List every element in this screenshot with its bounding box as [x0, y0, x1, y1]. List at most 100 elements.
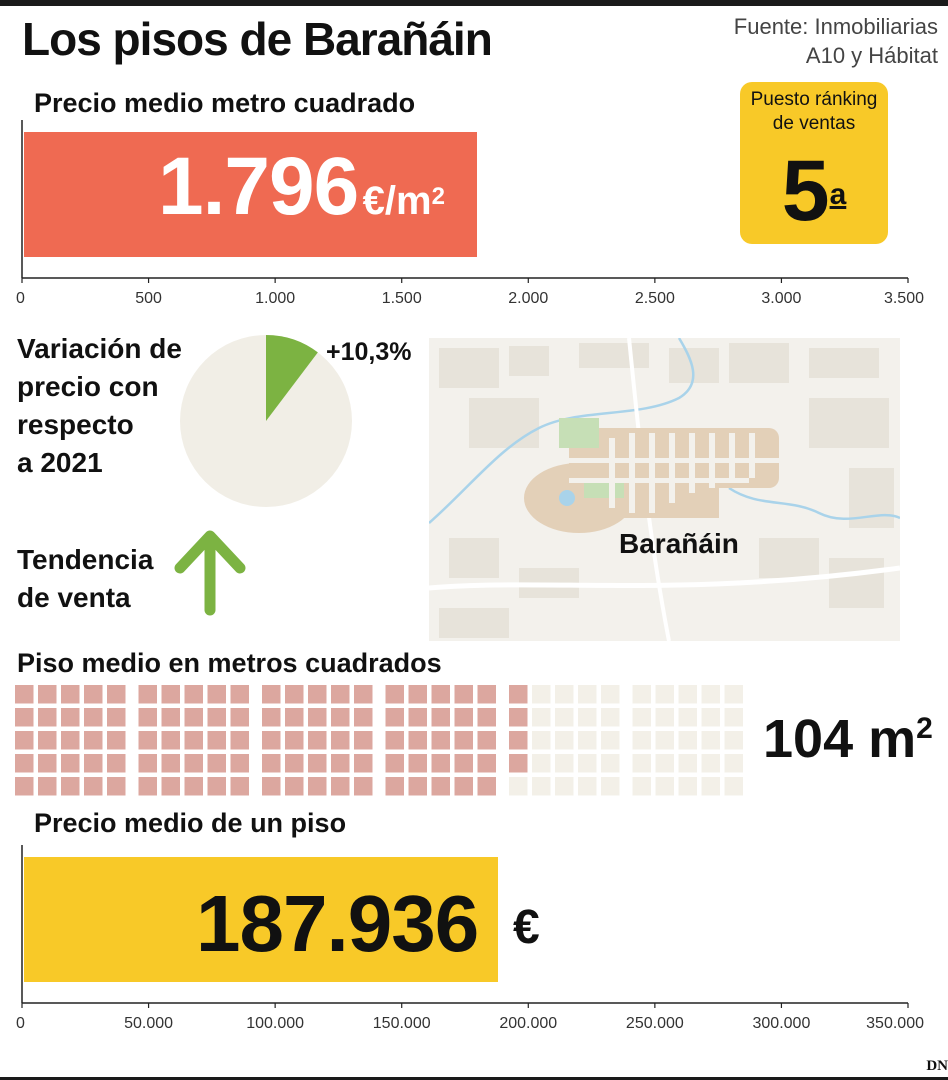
axis-tick-label: 250.000 [626, 1015, 684, 1032]
variation-label-line: Variación de [17, 333, 182, 364]
axis-tick-label: 3.000 [761, 290, 801, 307]
waffle-square-empty [578, 777, 597, 796]
variation-label: Variación de precio con respecto a 2021 [17, 330, 182, 482]
variation-label-line: a 2021 [17, 447, 103, 478]
waffle-square-empty [701, 754, 720, 773]
variation-pie-chart [180, 335, 352, 507]
waffle-square-filled [285, 708, 304, 727]
waffle-square-filled [262, 685, 281, 704]
trend-label-line: Tendencia [17, 544, 154, 575]
axis-tick-label: 50.000 [124, 1015, 173, 1032]
waffle-square-filled [385, 685, 404, 704]
waffle-square-filled [15, 685, 34, 704]
waffle-square-empty [701, 731, 720, 750]
waffle-square-filled [454, 777, 473, 796]
waffle-square-filled [230, 708, 249, 727]
price-m2-value: 1.796 €/m2 [158, 140, 445, 234]
waffle-square-empty [678, 685, 697, 704]
waffle-square-filled [262, 754, 281, 773]
waffle-square-filled [84, 685, 103, 704]
waffle-square-filled [61, 685, 80, 704]
waffle-square-filled [107, 777, 126, 796]
waffle-square-empty [632, 777, 651, 796]
variation-value: +10,3% [326, 338, 412, 366]
waffle-square-empty [678, 708, 697, 727]
waffle-square-filled [285, 777, 304, 796]
waffle-square-filled [509, 685, 528, 704]
waffle-square-empty [532, 685, 551, 704]
waffle-square-empty [724, 731, 743, 750]
waffle-square-empty [724, 754, 743, 773]
waffle-square-empty [701, 708, 720, 727]
waffle-square-filled [61, 731, 80, 750]
ranking-value: 5a [740, 148, 888, 234]
axis-tick-label: 100.000 [246, 1015, 304, 1032]
waffle-square-filled [230, 731, 249, 750]
waffle-square-filled [161, 708, 180, 727]
waffle-square-filled [262, 708, 281, 727]
axis-tick-label: 2.500 [635, 290, 675, 307]
waffle-square-filled [138, 731, 157, 750]
price-m2-label: Precio medio metro cuadrado [34, 88, 416, 118]
waffle-square-filled [262, 777, 281, 796]
waffle-square-filled [61, 777, 80, 796]
waffle-square-filled [207, 777, 226, 796]
axis-tick-label: 0 [16, 290, 25, 307]
waffle-square-empty [655, 708, 674, 727]
waffle-square-filled [184, 731, 203, 750]
up-arrow-icon [174, 530, 246, 616]
waffle-square-empty [655, 754, 674, 773]
waffle-square-filled [331, 708, 350, 727]
waffle-square-filled [431, 731, 450, 750]
waffle-square-empty [578, 731, 597, 750]
axis-tick-label: 150.000 [373, 1015, 431, 1032]
waffle-square-filled [161, 685, 180, 704]
waffle-square-empty [601, 731, 620, 750]
waffle-square-empty [555, 708, 574, 727]
source-line-2: A10 y Hábitat [805, 43, 938, 68]
waffle-square-filled [207, 731, 226, 750]
ranking-number: 5 [781, 143, 830, 239]
waffle-square-filled [431, 777, 450, 796]
waffle-square-filled [477, 685, 496, 704]
waffle-square-filled [354, 708, 373, 727]
waffle-square-filled [38, 708, 57, 727]
map-graphic [429, 338, 900, 641]
waffle-square-filled [477, 777, 496, 796]
waffle-square-empty [724, 685, 743, 704]
waffle-square-filled [477, 754, 496, 773]
ranking-title: Puesto ránking de ventas [750, 89, 878, 134]
axis-tick-label: 500 [135, 290, 162, 307]
waffle-square-filled [385, 777, 404, 796]
waffle-square-filled [184, 708, 203, 727]
waffle-square-filled [38, 754, 57, 773]
waffle-square-filled [408, 777, 427, 796]
variation-label-line: precio con [17, 371, 159, 402]
waffle-square-empty [655, 777, 674, 796]
waffle-square-filled [509, 754, 528, 773]
waffle-square-empty [601, 777, 620, 796]
waffle-square-empty [578, 754, 597, 773]
pie-slice [266, 335, 318, 421]
waffle-square-filled [184, 754, 203, 773]
price-m2-unit-sup: 2 [431, 182, 445, 210]
waffle-square-empty [632, 731, 651, 750]
waffle-square-empty [532, 777, 551, 796]
waffle-square-filled [138, 777, 157, 796]
waffle-square-filled [107, 754, 126, 773]
waffle-square-filled [331, 777, 350, 796]
waffle-square-filled [262, 731, 281, 750]
axis-tick-label: 300.000 [753, 1015, 811, 1032]
waffle-square-filled [331, 685, 350, 704]
variation-label-line: respecto [17, 409, 134, 440]
waffle-square-filled [184, 777, 203, 796]
area-waffle-chart [15, 685, 743, 796]
waffle-square-empty [601, 685, 620, 704]
waffle-square-empty [555, 754, 574, 773]
ranking-sup: a [829, 178, 847, 211]
waffle-square-empty [724, 708, 743, 727]
area-value: 104 m2 [763, 708, 933, 770]
waffle-square-filled [431, 708, 450, 727]
waffle-square-filled [477, 708, 496, 727]
waffle-square-filled [454, 685, 473, 704]
